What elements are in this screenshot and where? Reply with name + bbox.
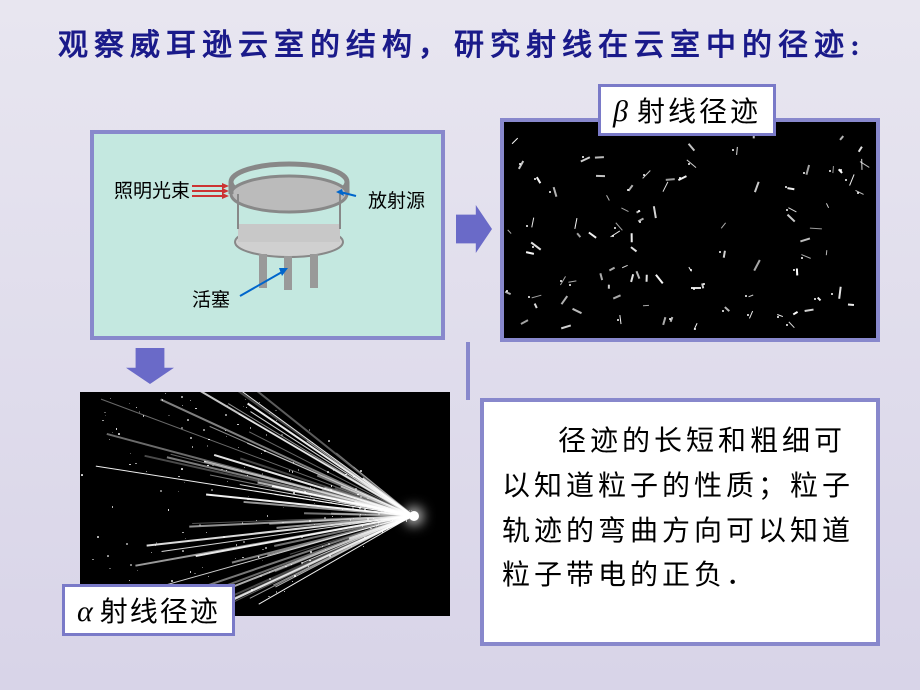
beta-symbol: β xyxy=(613,95,631,128)
connector-line xyxy=(466,342,470,400)
cloud-chamber-diagram: 照明光束 放射源 活塞 xyxy=(90,130,445,340)
alpha-symbol: α xyxy=(77,595,96,628)
alpha-label-text: 射线径迹 xyxy=(100,597,220,628)
arrow-down-icon xyxy=(126,348,174,384)
alpha-track-image xyxy=(80,392,450,616)
beta-track-image xyxy=(500,118,880,342)
chamber-svg xyxy=(94,134,441,336)
beta-track-label: β射线径迹 xyxy=(598,84,776,136)
beta-label-text: 射线径迹 xyxy=(637,97,761,128)
info-box: 径迹的长短和粗细可以知道粒子的性质；粒子轨迹的弯曲方向可以知道粒子带电的正负． xyxy=(480,398,880,646)
arrow-right-icon xyxy=(456,205,492,253)
info-text: 径迹的长短和粗细可以知道粒子的性质；粒子轨迹的弯曲方向可以知道粒子带电的正负． xyxy=(502,426,854,591)
alpha-track-label: α射线径迹 xyxy=(62,584,235,636)
page-title: 观察威耳逊云室的结构，研究射线在云室中的径迹: xyxy=(58,22,880,70)
